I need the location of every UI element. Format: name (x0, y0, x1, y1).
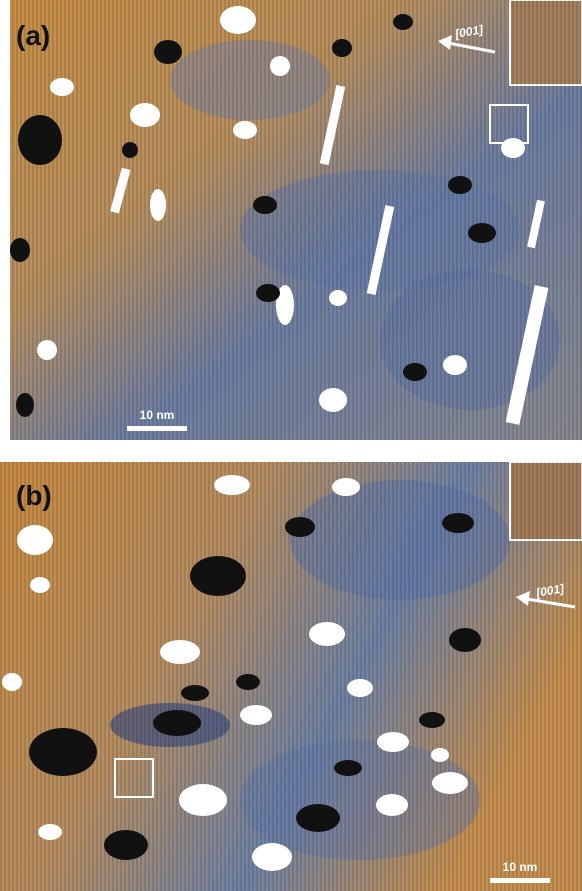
scale-bar (490, 878, 550, 883)
scale-bar-label: 10 nm (503, 860, 538, 874)
page: [001] (a) 10 nm (0, 0, 582, 891)
figure: [001] (a) 10 nm (0, 0, 582, 891)
panel-a: [001] (a) 10 nm (10, 0, 582, 440)
scale-bar-label: 10 nm (140, 408, 175, 422)
panel-label: (b) (16, 480, 52, 511)
scale-bar (127, 426, 187, 431)
panel-b: [001] (b) 10 nm (0, 462, 582, 891)
panel-label: (a) (16, 20, 50, 51)
